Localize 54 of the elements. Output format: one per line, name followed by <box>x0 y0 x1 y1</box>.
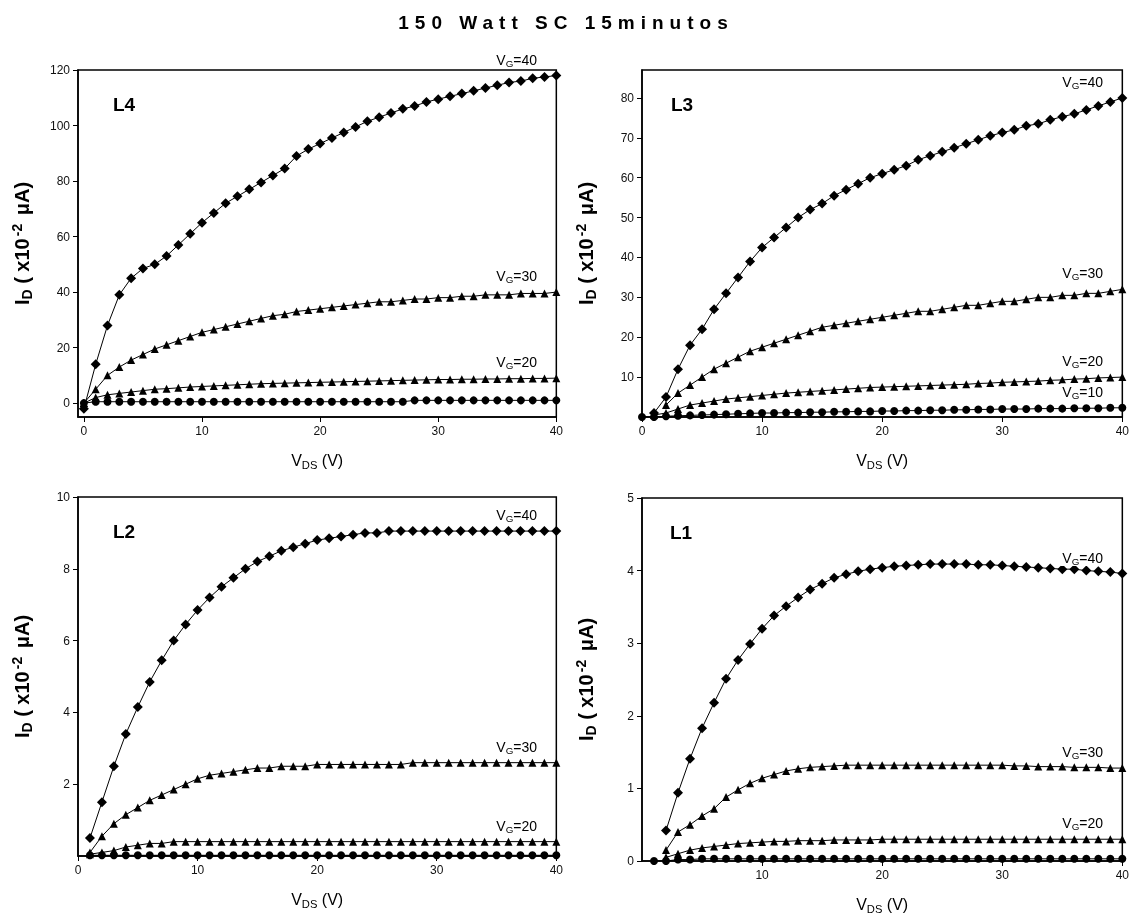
x-tick-label: 20 <box>310 863 325 877</box>
x-tick-label: 0 <box>74 863 82 877</box>
y-tick-label: 1 <box>627 781 635 796</box>
y-tick-label: 4 <box>627 563 635 578</box>
y-tick-label: 100 <box>49 118 71 133</box>
x-tick-label: 20 <box>875 424 890 438</box>
y-axis-title: ID ( x10-2 μA) <box>573 181 599 306</box>
y-axis-title: ID ( x10-2 μA) <box>573 617 599 742</box>
y-tick-label: 20 <box>56 340 71 355</box>
text: 150 Watt SC 15minutos <box>397 12 735 35</box>
x-tick-label: 0 <box>80 424 88 438</box>
y-tick-label: 10 <box>56 490 71 504</box>
x-tick-label: 40 <box>549 863 564 877</box>
y-tick-label: 70 <box>620 130 635 145</box>
x-tick-label: 30 <box>995 868 1010 882</box>
y-tick-label: 40 <box>56 285 71 300</box>
y-tick-label: 6 <box>63 633 71 648</box>
y-tick-label: 2 <box>627 708 635 723</box>
y-tick-label: 80 <box>56 174 71 189</box>
y-tick-label: 0 <box>63 396 71 411</box>
y-tick-label: 40 <box>620 250 635 265</box>
text: L3 <box>671 94 694 115</box>
x-tick-label: 10 <box>755 868 770 882</box>
x-tick-label: 10 <box>195 424 209 438</box>
y-axis-title: ID ( x10-2 μA) <box>9 181 35 306</box>
y-tick-label: 2 <box>63 777 71 792</box>
y-tick-label: 20 <box>620 330 635 345</box>
x-tick-label: 40 <box>549 424 564 438</box>
x-tick-label: 30 <box>431 424 446 438</box>
x-tick-label: 10 <box>190 863 205 877</box>
text: L4 <box>113 94 136 115</box>
x-tick-label: 40 <box>1115 424 1130 438</box>
x-tick-label: 20 <box>313 424 328 438</box>
y-tick-label: 60 <box>56 229 71 244</box>
y-tick-label: 10 <box>620 370 635 385</box>
x-tick-label: 30 <box>995 424 1010 438</box>
x-tick-label: 20 <box>875 868 890 882</box>
y-axis-title: ID ( x10-2 μA) <box>9 614 35 739</box>
y-tick-label: 3 <box>627 636 635 651</box>
x-tick-label: 30 <box>430 863 444 877</box>
y-tick-label: 5 <box>627 491 635 505</box>
y-tick-label: 4 <box>63 705 71 720</box>
y-tick-label: 80 <box>620 90 635 105</box>
text: L1 <box>670 522 693 543</box>
y-tick-label: 0 <box>627 854 635 868</box>
y-tick-label: 60 <box>620 170 635 185</box>
y-tick-label: 8 <box>63 561 71 576</box>
text: L2 <box>113 521 136 542</box>
y-tick-label: 30 <box>620 290 635 305</box>
x-tick-label: 10 <box>755 424 770 438</box>
y-tick-label: 120 <box>49 63 71 77</box>
x-tick-label: 0 <box>638 424 646 438</box>
x-tick-label: 40 <box>1115 868 1130 882</box>
y-tick-label: 50 <box>620 210 635 225</box>
